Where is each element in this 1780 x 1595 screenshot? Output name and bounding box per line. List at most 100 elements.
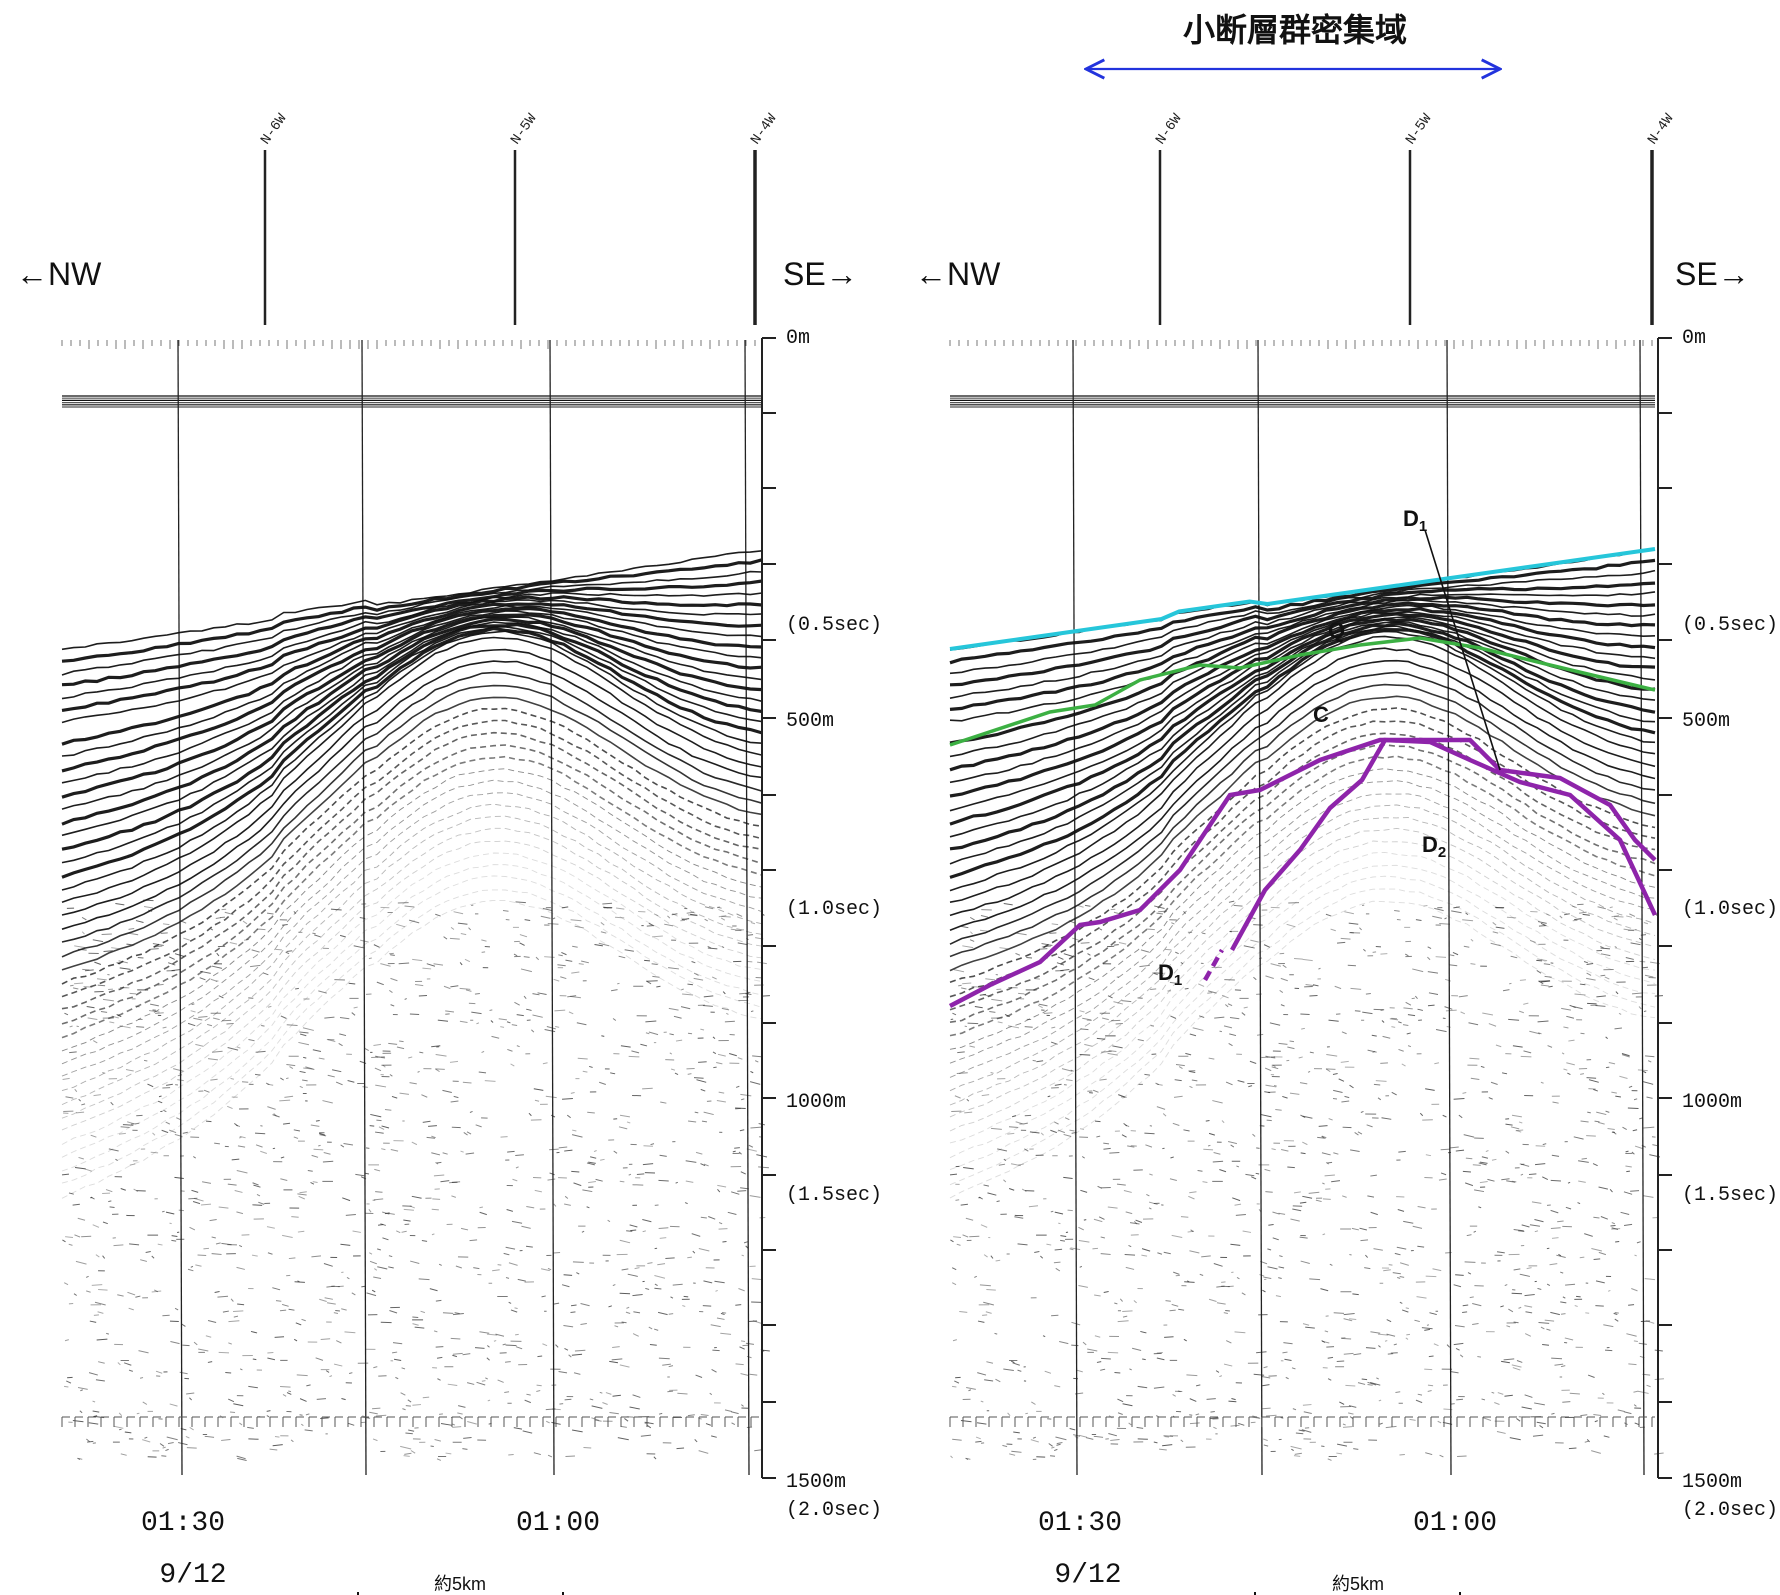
seismic-noise <box>564 1398 572 1401</box>
seismic-noise <box>507 1150 515 1153</box>
seismic-noise <box>1269 1022 1281 1026</box>
seismic-noise <box>1506 1180 1516 1183</box>
seismic-noise <box>348 1422 355 1426</box>
seismic-noise <box>1531 1201 1542 1204</box>
seismic-noise <box>465 989 472 992</box>
seismic-noise <box>1287 1166 1295 1169</box>
seismic-noise <box>745 1342 755 1345</box>
seismic-noise <box>87 1017 98 1021</box>
seismic-noise <box>1443 1408 1453 1411</box>
seismic-noise <box>1087 1348 1098 1352</box>
seismic-noise <box>127 1291 136 1296</box>
seismic-noise <box>1633 1098 1638 1101</box>
seismic-noise <box>1263 1444 1269 1447</box>
seismic-noise <box>498 1018 507 1021</box>
seismic-reflector <box>949 611 1656 784</box>
seismic-noise <box>409 1082 417 1085</box>
seismic-noise <box>1445 1252 1452 1254</box>
seismic-noise <box>1546 913 1551 917</box>
seismic-noise <box>716 1099 726 1103</box>
seismic-noise <box>581 1230 585 1233</box>
seismic-noise <box>1579 1256 1585 1259</box>
seismic-noise <box>1592 1163 1598 1167</box>
seismic-noise <box>452 1313 464 1316</box>
seismic-noise <box>415 984 424 987</box>
seismic-noise <box>221 1438 231 1441</box>
seismic-noise <box>1537 1020 1549 1023</box>
seismic-noise <box>375 1055 379 1058</box>
seismic-noise <box>466 1382 475 1385</box>
seismic-noise <box>177 1079 184 1082</box>
seismic-noise <box>233 1315 239 1318</box>
seismic-noise <box>979 929 990 932</box>
seismic-noise <box>504 1361 511 1363</box>
shot-time-line <box>177 339 183 1476</box>
seismic-noise <box>642 1163 654 1166</box>
seismic-noise <box>645 980 652 985</box>
seismic-noise <box>1365 993 1371 995</box>
seismic-noise <box>517 1278 526 1282</box>
seismic-noise <box>214 1291 220 1293</box>
seismic-noise <box>648 1031 659 1036</box>
seismic-noise <box>1264 1091 1271 1094</box>
seismic-noise <box>283 1122 291 1125</box>
seismic-noise <box>745 1245 749 1249</box>
seismic-noise <box>1587 1111 1591 1114</box>
seismic-noise <box>207 1023 213 1027</box>
seismic-noise <box>374 1168 381 1172</box>
seismic-noise <box>204 1435 215 1438</box>
seismic-noise <box>1282 1351 1288 1354</box>
seismic-noise <box>1205 1119 1210 1122</box>
seismic-noise <box>368 957 372 960</box>
seismic-noise <box>435 913 441 917</box>
seismic-noise <box>1611 1091 1617 1094</box>
seismic-noise <box>1302 1141 1308 1146</box>
seismic-noise <box>180 1428 187 1431</box>
seismic-noise <box>426 963 436 967</box>
seismic-noise <box>1647 1060 1652 1063</box>
seismic-noise <box>228 1342 232 1345</box>
seismic-noise <box>1615 991 1619 995</box>
seismic-noise <box>1322 1182 1325 1185</box>
seismic-noise <box>1594 1120 1600 1123</box>
seismic-noise <box>1171 1303 1179 1307</box>
seismic-noise <box>173 1068 184 1072</box>
seismic-noise <box>984 1379 994 1382</box>
seismic-noise <box>1503 1358 1515 1361</box>
seismic-noise <box>1502 989 1510 992</box>
seismic-noise <box>1030 1439 1039 1443</box>
seismic-noise <box>296 1374 308 1377</box>
seismic-noise <box>1082 1017 1092 1021</box>
seismic-reflector <box>61 899 763 1199</box>
seismic-reflector <box>949 558 1656 665</box>
seismic-noise <box>303 1056 307 1059</box>
seismic-noise <box>1108 1050 1117 1053</box>
seismic-noise <box>1353 1448 1359 1450</box>
seismic-noise <box>1509 1437 1521 1441</box>
seismic-noise <box>691 1233 701 1237</box>
seismic-noise <box>359 1060 367 1064</box>
seismic-noise <box>1289 1092 1300 1095</box>
seismic-noise <box>293 910 297 915</box>
seismic-noise <box>225 1372 232 1374</box>
seismic-noise <box>452 1352 463 1355</box>
seismic-noise <box>214 1142 220 1145</box>
seismic-noise <box>564 1149 573 1152</box>
seismic-noise <box>374 1067 382 1072</box>
seismic-noise <box>436 1458 442 1461</box>
seismic-noise <box>1007 1025 1020 1029</box>
seismic-noise <box>1485 1150 1489 1153</box>
seismic-noise <box>304 1429 313 1432</box>
seismic-noise <box>1266 1414 1277 1417</box>
seismic-noise <box>1559 915 1563 919</box>
seismic-noise <box>414 1326 425 1329</box>
seismic-noise <box>244 938 250 941</box>
seismic-noise <box>1026 956 1033 959</box>
date-label: 9/12 <box>159 1560 226 1591</box>
seismic-noise <box>1076 1369 1083 1373</box>
seismic-noise <box>1278 1042 1288 1045</box>
seismic-noise <box>1262 1407 1271 1410</box>
seismic-noise <box>724 1409 732 1412</box>
seismic-noise <box>962 945 974 949</box>
seismic-noise <box>312 932 316 935</box>
